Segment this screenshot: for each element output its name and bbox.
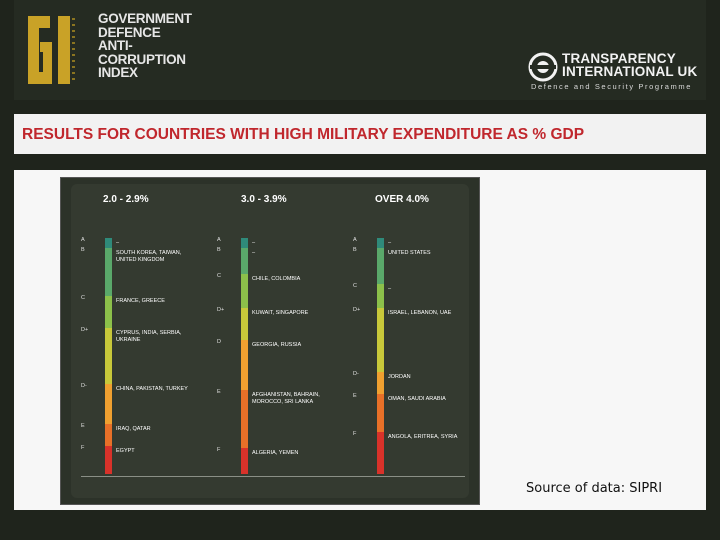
gi-line: GOVERNMENT (98, 11, 192, 26)
country-list: ALGERIA, YEMEN (252, 450, 299, 456)
country-list: – (116, 240, 120, 246)
grade-band (105, 424, 112, 446)
grade-band (377, 372, 384, 394)
grade-label: C (353, 283, 357, 289)
country-list: AFGHANISTAN, BAHRAIN, MOROCCO, SRI LANKA (252, 392, 320, 405)
country-list: UNITED STATES (388, 250, 431, 256)
grade-label: F (81, 445, 85, 451)
country-list: ANGOLA, ERITREA, SYRIA (388, 434, 458, 440)
grade-label: D- (353, 371, 359, 377)
slide-title: RESULTS FOR COUNTRIES WITH HIGH MILITARY… (22, 126, 585, 143)
source-note: Source of data: SIPRI (526, 481, 663, 496)
gi-line: CORRUPTION (98, 51, 186, 67)
column-heading: OVER 4.0% (375, 194, 429, 205)
grade-band (105, 446, 112, 474)
country-list: ISRAEL, LEBANON, UAE (388, 310, 452, 316)
country-list: FRANCE, GREECE (116, 298, 165, 304)
country-list: – (388, 286, 392, 292)
ti-subtitle: Defence and Security Programme (531, 82, 692, 91)
grade-label: C (217, 273, 221, 279)
grade-label: E (353, 393, 357, 399)
grade-band (377, 248, 384, 284)
country-list: JORDAN (388, 374, 411, 380)
grade-label: E (217, 389, 221, 395)
grade-band (241, 248, 248, 274)
grade-band (377, 238, 384, 248)
grade-band (241, 340, 248, 390)
grade-band (241, 448, 248, 474)
country-list: CHILE, COLOMBIA (252, 276, 301, 282)
grade-label: D+ (353, 307, 361, 313)
ti-line: TRANSPARENCY (562, 51, 676, 66)
infographic: 2.0 - 2.9% A – B SOUTH KOREA, TAIWAN, UNITED… (60, 177, 480, 505)
country-list: IRAQ, QATAR (116, 426, 151, 432)
country-list: – (252, 250, 256, 256)
grade-band (241, 238, 248, 248)
header-bar: GOVERNMENT DEFENCE ANTI- CORRUPTION INDE… (14, 0, 706, 100)
baseline (81, 476, 465, 477)
grade-band (241, 274, 248, 308)
grade-band (241, 308, 248, 340)
grade-band (105, 296, 112, 328)
grade-label: D+ (217, 307, 225, 313)
grade-label: D (217, 339, 221, 345)
grade-label: D- (81, 383, 87, 389)
transparency-international-logo-icon (528, 52, 558, 82)
grade-band (377, 432, 384, 474)
grade-band (105, 248, 112, 296)
country-list: OMAN, SAUDI ARABIA (388, 396, 446, 402)
title-banner: RESULTS FOR COUNTRIES WITH HIGH MILITARY… (14, 114, 706, 154)
grade-band (105, 328, 112, 384)
gi-line: ANTI- (98, 38, 133, 53)
grade-label: A (353, 237, 357, 243)
grade-label: B (81, 247, 85, 253)
column-heading: 2.0 - 2.9% (103, 194, 149, 205)
gi-line: INDEX (98, 65, 138, 80)
grade-band (105, 384, 112, 424)
grade-band (377, 308, 384, 372)
grade-label: E (81, 423, 85, 429)
ti-line: INTERNATIONAL UK (562, 64, 698, 79)
country-list: GEORGIA, RUSSIA (252, 342, 302, 348)
grade-label: B (353, 247, 357, 253)
grade-label: A (81, 237, 85, 243)
country-list: SOUTH KOREA, TAIWAN, UNITED KINGDOM (116, 250, 182, 263)
grade-band (377, 284, 384, 308)
grade-label: B (217, 247, 221, 253)
country-list: EGYPT (116, 448, 135, 454)
grade-label: F (353, 431, 357, 437)
gi-title: GOVERNMENT DEFENCE ANTI- CORRUPTION INDE… (98, 12, 192, 80)
content-panel: 2.0 - 2.9% A – B SOUTH KOREA, TAIWAN, UNITED… (14, 170, 706, 510)
grade-label: F (217, 447, 221, 453)
infographic-inner: 2.0 - 2.9% A – B SOUTH KOREA, TAIWAN, UNITED… (71, 184, 469, 498)
grade-band (377, 394, 384, 432)
grade-band (105, 238, 112, 248)
grade-label: C (81, 295, 85, 301)
country-list: KUWAIT, SINGAPORE (252, 310, 309, 316)
grade-band (241, 390, 248, 448)
country-list: CHINA, PAKISTAN, TURKEY (116, 386, 188, 392)
grade-label: A (217, 237, 221, 243)
ti-name: TRANSPARENCY INTERNATIONAL UK (562, 51, 698, 79)
column-heading: 3.0 - 3.9% (241, 194, 287, 205)
country-list: – (388, 240, 392, 246)
country-list: CYPRUS, INDIA, SERBIA, UKRAINE (116, 330, 182, 343)
gi-logo-icon (28, 16, 75, 84)
grade-label: D+ (81, 327, 89, 333)
country-list: – (252, 240, 256, 246)
gi-line: DEFENCE (98, 24, 161, 40)
